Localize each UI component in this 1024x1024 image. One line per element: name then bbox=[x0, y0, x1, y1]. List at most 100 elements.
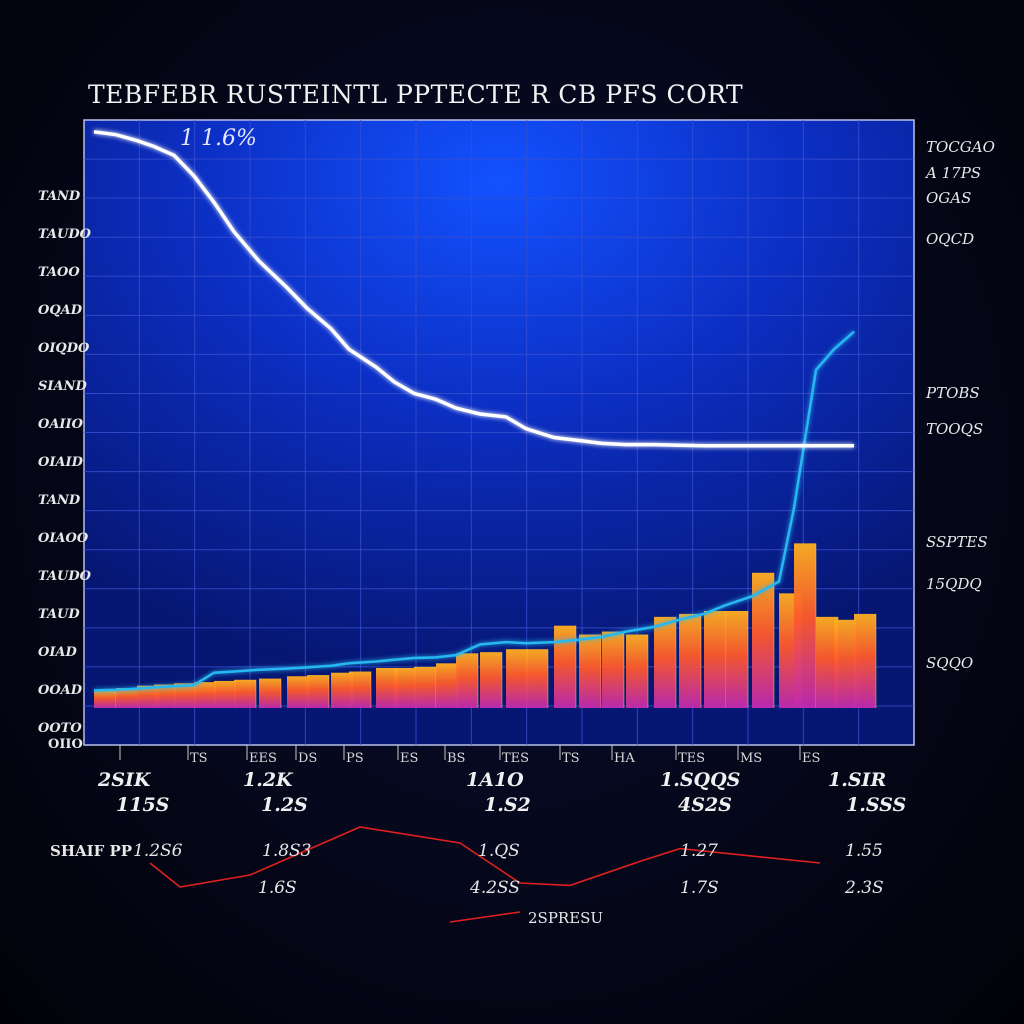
y-tick-label: TAUD bbox=[38, 607, 80, 622]
white-line bbox=[93, 130, 854, 448]
x-tick-label: TS bbox=[190, 751, 208, 766]
bar bbox=[726, 610, 748, 708]
bar bbox=[679, 613, 701, 708]
lower-caption: 2SPRESU bbox=[528, 909, 603, 927]
legend-label: SHAIF PP bbox=[50, 842, 132, 860]
x-tick-label: TES bbox=[502, 751, 529, 766]
lower-value-bottom: 4.2SS bbox=[469, 878, 520, 898]
y-right-tick-label: 15QDQ bbox=[926, 575, 982, 593]
x-tick-label: TES bbox=[678, 751, 705, 766]
cyan-line-series bbox=[93, 330, 855, 692]
y-tick-label: OOTO bbox=[38, 721, 82, 736]
x-tick-label: EES bbox=[249, 751, 277, 766]
y-tick-label: OOAD bbox=[38, 683, 83, 698]
bar bbox=[259, 678, 281, 708]
white-line-series bbox=[93, 130, 854, 448]
y-right-tick-label: OGAS bbox=[926, 189, 971, 207]
bar bbox=[174, 683, 196, 708]
x-tick-label: DS bbox=[298, 751, 317, 766]
bar bbox=[234, 679, 256, 708]
red-line bbox=[149, 826, 821, 888]
bar bbox=[506, 649, 528, 708]
y-right-tick-label: SSPTES bbox=[926, 533, 988, 551]
x-tick-label: ES bbox=[802, 751, 820, 766]
y-tick-label: OIAOO bbox=[38, 531, 89, 546]
y-axis-left: TAND TAUDO TAOO OQAD OIQDO SIAND OAIIO OIAID TAN… bbox=[38, 189, 92, 752]
lower-value-top: 1.2S6 bbox=[133, 841, 183, 861]
y-tick-label: OAIIO bbox=[38, 417, 84, 432]
lower-value-top: 1.27 bbox=[680, 841, 718, 861]
bar bbox=[154, 684, 176, 708]
bar bbox=[137, 685, 159, 708]
y-tick-label: OIQDO bbox=[38, 341, 90, 356]
y-tick-label: TAND bbox=[38, 189, 81, 204]
y-tick-label: TAUDO bbox=[38, 227, 92, 242]
bar bbox=[602, 631, 624, 708]
bar bbox=[752, 572, 774, 708]
bar bbox=[349, 671, 371, 708]
lower-value-bottom: 2.3S bbox=[844, 878, 884, 898]
bar bbox=[94, 690, 116, 708]
bar bbox=[704, 610, 726, 708]
red-line-tail bbox=[449, 911, 521, 923]
x-tick-label: TS bbox=[562, 751, 580, 766]
bar bbox=[394, 668, 416, 708]
y-axis-right: TOCGAO A 17PS OGAS OQCD PTOBS TOOQS SSPTES 15QD… bbox=[924, 138, 995, 672]
x-tick-label: MS bbox=[740, 751, 762, 766]
group-label-bottom: 1.S2 bbox=[484, 794, 531, 816]
bar bbox=[654, 616, 676, 708]
y-tick-label: OIAD bbox=[38, 645, 77, 660]
bar bbox=[554, 625, 576, 708]
lower-value-bottom: 1.6S bbox=[258, 878, 297, 898]
y-right-tick-label: TOCGAO bbox=[926, 138, 995, 156]
y-tick-label: OIIO bbox=[48, 737, 83, 752]
y-tick-label: OIAID bbox=[38, 455, 84, 470]
x-tick-label: BS bbox=[447, 751, 465, 766]
lower-value-top: 1.QS bbox=[478, 841, 520, 861]
bar bbox=[579, 634, 601, 708]
bar bbox=[436, 663, 458, 708]
x-tick-label: ES bbox=[400, 751, 418, 766]
cyan-line bbox=[93, 330, 855, 692]
lower-panel: 1.2S6 1.8S3 1.QS 1.27 1.55 1.6S 4.2SS 1.7S 2.3S bbox=[133, 826, 884, 923]
group-label-bottom: 1.2S bbox=[261, 794, 308, 816]
bar bbox=[816, 616, 838, 708]
bar bbox=[214, 680, 236, 708]
bar bbox=[116, 688, 138, 708]
x-tick-label: PS bbox=[346, 751, 364, 766]
bar bbox=[456, 653, 478, 708]
y-tick-label: OQAD bbox=[38, 303, 83, 318]
bar bbox=[526, 649, 548, 708]
group-label-top: 1.SQQS bbox=[660, 769, 740, 791]
bar bbox=[287, 676, 309, 708]
bar bbox=[307, 675, 329, 708]
grid-lines bbox=[84, 120, 914, 745]
y-right-tick-label: OQCD bbox=[926, 230, 974, 248]
bar-series bbox=[94, 543, 877, 708]
group-label-top: 1.SIR bbox=[828, 769, 886, 791]
group-label-top: 1.2K bbox=[243, 769, 294, 791]
bar bbox=[331, 672, 353, 708]
group-label-bottom: 4S2S bbox=[678, 794, 732, 816]
y-tick-label: TAOO bbox=[38, 265, 80, 280]
y-right-tick-label: A 17PS bbox=[924, 164, 981, 182]
x-tick-label: HA bbox=[614, 751, 635, 766]
y-tick-label: TAND bbox=[38, 493, 81, 508]
bar bbox=[414, 666, 436, 708]
chart-title: TEBFEBR RUSTEINTL PPTECTE R CB PFS CORT bbox=[88, 80, 743, 109]
title-annotation: 1 1.6% bbox=[180, 126, 257, 151]
group-label-top: 2SIK bbox=[97, 769, 152, 791]
y-right-tick-label: PTOBS bbox=[925, 384, 980, 402]
y-right-tick-label: SQQO bbox=[926, 654, 973, 672]
x-axis: TS EES DS PS ES BS TES TS HA TES MS ES bbox=[119, 745, 820, 766]
lower-value-top: 1.8S3 bbox=[262, 841, 312, 861]
bar bbox=[376, 668, 398, 708]
group-label-bottom: 1.SSS bbox=[846, 794, 906, 816]
y-tick-label: TAUDO bbox=[38, 569, 92, 584]
y-right-tick-label: TOOQS bbox=[926, 420, 983, 438]
bar bbox=[480, 652, 502, 708]
bar bbox=[794, 543, 816, 708]
group-labels: 2SIK 1.2K 1A1O 1.SQQS 1.SIR 115S 1.2S 1.S2 4S2S 1… bbox=[97, 769, 906, 816]
lower-value-bottom: 1.7S bbox=[680, 878, 719, 898]
